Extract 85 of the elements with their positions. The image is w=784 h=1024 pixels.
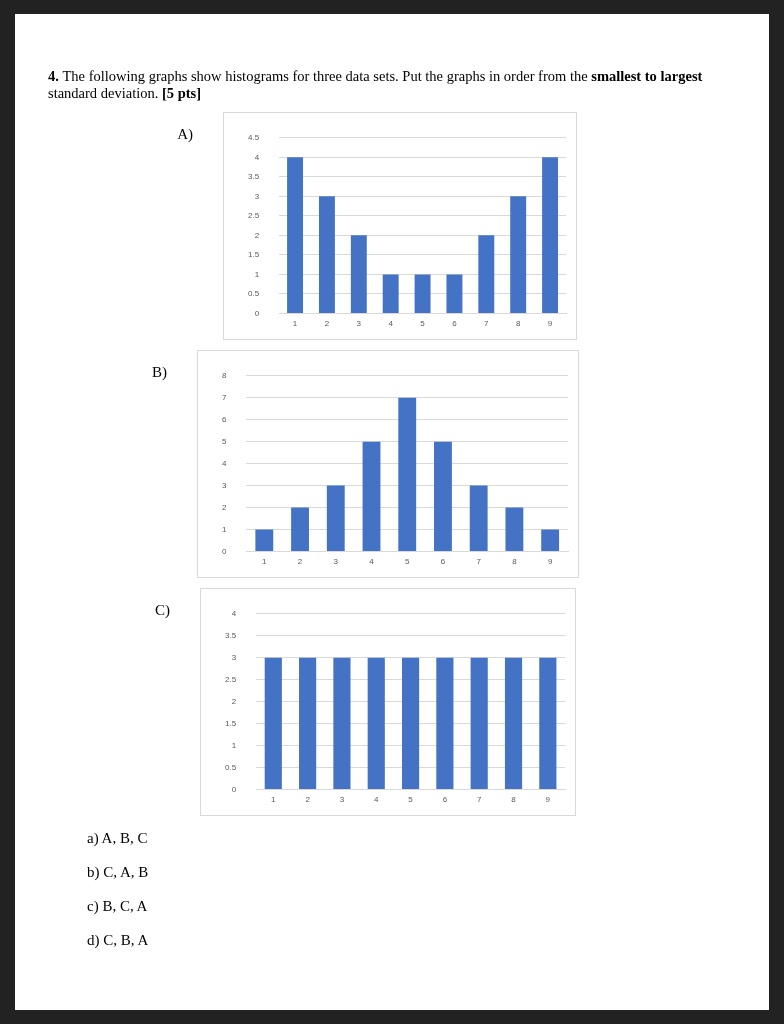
x-tick-label: 2 <box>324 319 330 329</box>
bar <box>478 235 495 313</box>
y-tick-label: 6 <box>222 414 227 424</box>
bar <box>287 157 304 313</box>
x-tick-label: 1 <box>292 319 298 329</box>
y-tick-label: 3 <box>231 652 237 662</box>
x-tick-label: 4 <box>374 795 380 805</box>
bar <box>469 485 488 551</box>
chart-title: A) <box>176 125 194 143</box>
x-tick-label: 8 <box>511 795 517 805</box>
x-tick-label: 1 <box>271 795 277 805</box>
x-tick-label: 8 <box>515 319 521 329</box>
bar <box>255 529 274 551</box>
bar <box>362 441 381 551</box>
text: [5 pts] <box>161 85 202 101</box>
y-tick-label: 4 <box>222 458 227 468</box>
bar <box>541 529 560 551</box>
y-tick-label: 1 <box>222 524 227 534</box>
y-tick-label: 2.5 <box>225 674 237 684</box>
x-tick-label: 2 <box>297 557 303 567</box>
x-tick-label: 9 <box>547 557 553 567</box>
bar <box>382 274 399 313</box>
text: 4. <box>48 68 60 84</box>
y-tick-label: 3.5 <box>248 172 260 182</box>
y-tick-label: 1 <box>254 269 260 279</box>
y-tick-label: 0 <box>222 546 227 556</box>
x-tick-label: 3 <box>356 319 362 329</box>
x-tick-label: 4 <box>369 557 375 567</box>
text: standard deviation. <box>48 85 160 101</box>
text: The following graphs show histograms for three data sets. Put the graphs in order from the <box>62 68 589 84</box>
y-tick-label: 8 <box>222 371 227 380</box>
bar <box>326 485 345 551</box>
y-tick-label: 3.5 <box>225 630 237 640</box>
text: d) C, B, A <box>87 932 150 950</box>
bar <box>542 157 559 313</box>
x-tick-label: 7 <box>476 557 482 567</box>
bar <box>414 274 431 313</box>
y-tick-label: 4 <box>254 152 260 162</box>
x-tick-label: 9 <box>547 319 553 329</box>
bar <box>350 235 367 313</box>
x-tick-label: 6 <box>440 557 446 567</box>
y-tick-label: 7 <box>222 392 227 402</box>
y-tick-label: 4 <box>231 609 237 618</box>
x-tick-label: 7 <box>476 795 482 805</box>
x-tick-label: 2 <box>305 795 311 805</box>
chart-title: B) <box>151 363 168 381</box>
bar <box>510 196 527 313</box>
bar <box>398 397 417 551</box>
y-tick-label: 4.5 <box>248 133 260 142</box>
x-tick-label: 5 <box>408 795 414 805</box>
text: b) C, A, B <box>87 864 150 882</box>
x-tick-label: 6 <box>452 319 458 329</box>
y-tick-label: 0.5 <box>248 289 260 299</box>
y-tick-label: 2 <box>254 230 260 240</box>
chart-title: C) <box>154 601 171 619</box>
y-tick-label: 1 <box>231 740 237 750</box>
text: a) A, B, C <box>87 830 149 848</box>
x-tick-label: 5 <box>405 557 410 567</box>
x-tick-label: 6 <box>442 795 448 805</box>
x-tick-label: 8 <box>512 557 518 567</box>
y-tick-label: 2.5 <box>248 211 260 221</box>
y-tick-label: 3 <box>222 480 227 490</box>
text: c) B, C, A <box>87 898 149 916</box>
y-tick-label: 1.5 <box>248 250 260 260</box>
x-tick-label: 4 <box>388 319 394 329</box>
bar <box>505 507 524 551</box>
y-tick-label: 1.5 <box>225 718 237 728</box>
bar <box>446 274 463 313</box>
x-tick-label: 7 <box>484 319 490 329</box>
bar <box>434 441 452 551</box>
y-tick-label: 2 <box>222 502 227 512</box>
y-tick-label: 3 <box>254 191 260 201</box>
y-tick-label: 5 <box>222 436 227 446</box>
bar <box>318 196 335 313</box>
y-tick-label: 0.5 <box>225 762 237 772</box>
x-tick-label: 1 <box>262 557 268 567</box>
y-tick-label: 0 <box>254 308 260 318</box>
x-tick-label: 9 <box>545 795 551 805</box>
bar <box>291 507 309 551</box>
x-tick-label: 3 <box>333 557 339 567</box>
x-tick-label: 5 <box>420 319 426 329</box>
text: smallest to largest <box>591 68 703 84</box>
y-tick-label: 0 <box>231 784 237 794</box>
x-tick-label: 3 <box>339 795 345 805</box>
y-tick-label: 2 <box>231 696 237 706</box>
